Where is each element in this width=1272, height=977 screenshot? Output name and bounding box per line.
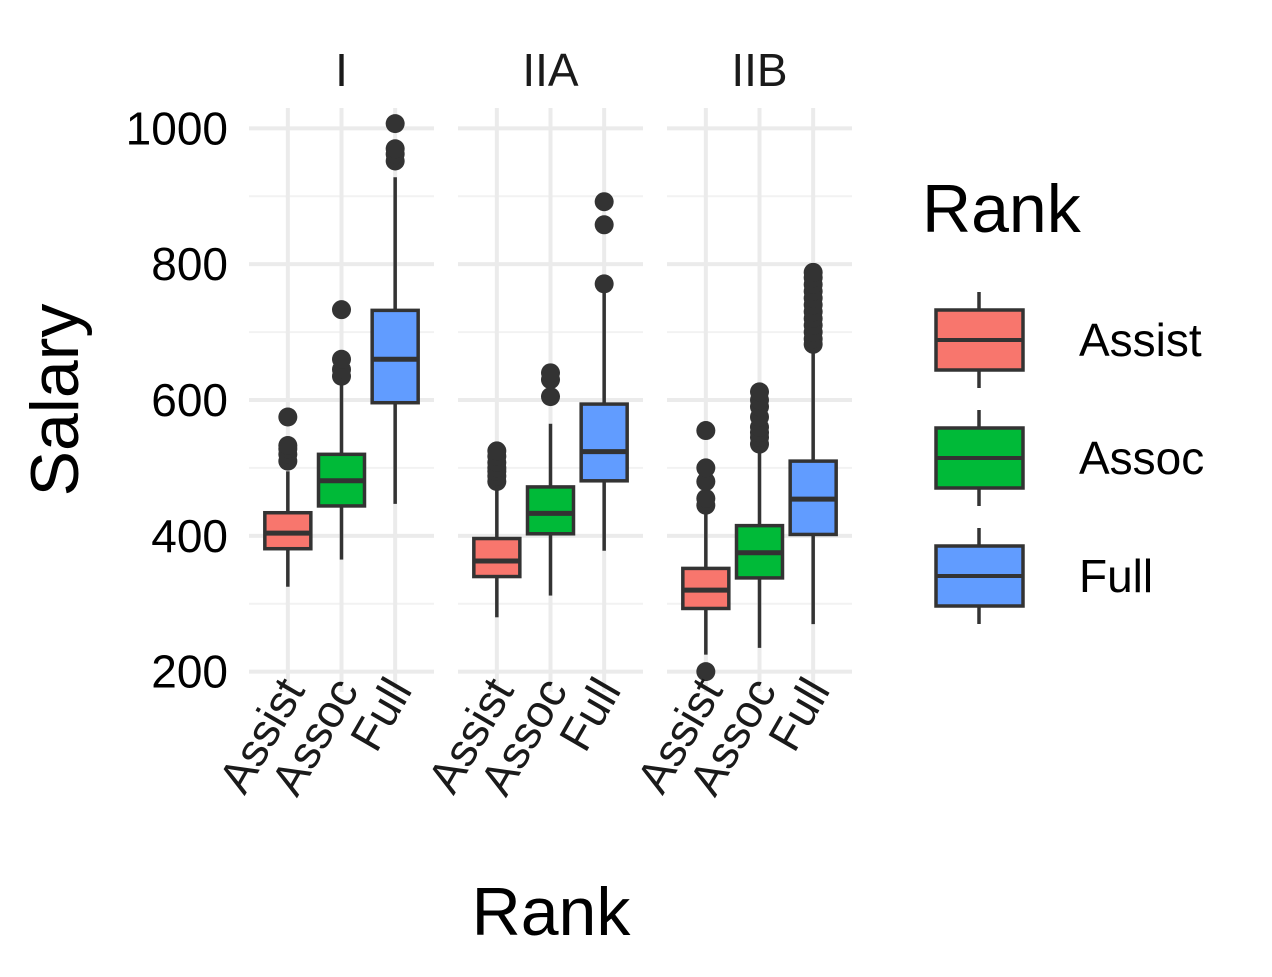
box-iqr: [370, 308, 420, 405]
y-axis-title: Salary: [17, 304, 93, 497]
outlier-point: [594, 192, 614, 212]
x-tick-label: Full: [758, 669, 840, 759]
x-tick-label: Full: [549, 669, 631, 759]
outlier-point: [696, 471, 716, 491]
outlier-point: [385, 114, 405, 134]
box-assoc: [525, 363, 576, 596]
outlier-point: [332, 300, 351, 320]
y-tick-label: 400: [151, 510, 228, 562]
outlier-point: [487, 441, 507, 461]
box-iqr: [472, 536, 522, 579]
facet-strip-label: IIA: [522, 44, 579, 96]
outlier-point: [803, 262, 823, 282]
y-tick-label: 1000: [126, 102, 228, 154]
box-full: [370, 114, 420, 504]
y-tick-label: 200: [151, 646, 228, 698]
box-iqr: [525, 485, 576, 536]
outlier-point: [278, 407, 298, 427]
y-tick-label: 600: [151, 374, 228, 426]
box-assoc: [316, 300, 367, 560]
outlier-point: [385, 139, 405, 159]
box-iqr: [579, 402, 629, 483]
legend: Rank Assist Assoc Full: [922, 171, 1204, 624]
legend-label: Full: [1079, 550, 1153, 602]
facet-strip-label: IIB: [731, 44, 787, 96]
y-axis: 200 400 600 800 1000: [126, 102, 228, 697]
outlier-point: [278, 435, 298, 455]
outlier-point: [541, 387, 560, 407]
outlier-point: [696, 488, 716, 508]
legend-label: Assoc: [1079, 432, 1204, 484]
box-assoc: [734, 382, 785, 648]
outlier-point: [594, 215, 614, 235]
facet-panels: IAssistAssocFullIIAAssistAssocFullIIBAss…: [208, 44, 852, 803]
box-full: [788, 262, 838, 625]
outlier-point: [541, 363, 560, 383]
box-full: [579, 192, 629, 551]
box-assist: [263, 407, 313, 587]
facet-strip-label: I: [335, 44, 348, 96]
legend-title: Rank: [922, 171, 1082, 247]
box-assist: [472, 441, 522, 618]
legend-item-full: Full: [934, 528, 1153, 624]
legend-item-assoc: Assoc: [934, 410, 1204, 506]
box-assist: [681, 421, 731, 682]
outlier-point: [696, 421, 716, 441]
outlier-point: [332, 349, 351, 369]
x-axis-title: Rank: [472, 874, 632, 950]
outlier-point: [696, 662, 716, 682]
outlier-point: [696, 458, 716, 478]
outlier-point: [594, 274, 614, 294]
x-tick-label: Full: [340, 669, 422, 759]
legend-label: Assist: [1079, 314, 1202, 366]
outlier-point: [750, 382, 769, 402]
legend-item-assist: Assist: [934, 292, 1202, 388]
y-tick-label: 800: [151, 238, 228, 290]
